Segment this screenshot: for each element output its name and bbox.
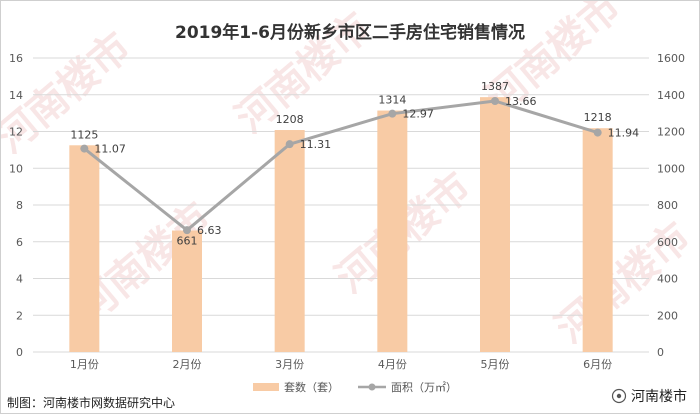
y-right-tick-label: 200 xyxy=(657,309,678,322)
chart-title: 2019年1-6月份新乡市区二手房住宅销售情况 xyxy=(175,22,525,43)
bar-value-label: 1387 xyxy=(481,80,509,93)
line-value-label: 11.07 xyxy=(94,143,126,156)
line-value-label: 11.94 xyxy=(608,127,640,140)
y-right-tick-label: 600 xyxy=(657,236,678,249)
y-right-tick-label: 400 xyxy=(657,273,678,286)
line-value-label: 13.66 xyxy=(505,95,537,108)
wechat-icon xyxy=(611,388,627,404)
bar xyxy=(480,97,510,352)
line-series xyxy=(80,96,602,235)
y-right-tick-label: 800 xyxy=(657,199,678,212)
line-point xyxy=(80,144,89,153)
line-point xyxy=(285,140,294,149)
y-left-tick-label: 2 xyxy=(16,309,23,322)
legend-bar-swatch xyxy=(253,383,279,391)
bar-value-label: 1314 xyxy=(378,94,406,107)
line-value-label: 11.31 xyxy=(300,138,332,151)
bar xyxy=(172,230,202,352)
legend-bar-label: 套数（套） xyxy=(284,381,339,394)
bar-value-label: 1208 xyxy=(276,113,304,126)
y-right-tick-label: 1000 xyxy=(657,162,685,175)
chart-credit: 制图：河南楼市网数据研究中心 xyxy=(7,396,176,410)
bar-series xyxy=(69,97,613,353)
y-right-tick-label: 1600 xyxy=(657,52,685,65)
line-value-label: 6.63 xyxy=(197,224,222,237)
line-value-label: 12.97 xyxy=(402,108,434,121)
y-left-tick-label: 4 xyxy=(16,273,23,286)
bar xyxy=(582,128,613,352)
x-tick-label: 1月份 xyxy=(70,358,99,371)
line-point xyxy=(593,128,602,137)
legend-line-marker xyxy=(368,383,376,391)
y-right-tick-label: 0 xyxy=(657,346,664,359)
data-labels: 1125 661 1208 1314 1387 1218 11.07 6.63 11.31 12.… xyxy=(70,80,639,247)
line-point xyxy=(491,96,499,105)
y-left-tick-label: 14 xyxy=(9,89,23,102)
y-left-tick-label: 6 xyxy=(16,236,23,249)
x-tick-label: 3月份 xyxy=(275,358,304,371)
y-right-tick-label: 1400 xyxy=(657,89,685,102)
bar-value-label: 1218 xyxy=(584,111,612,124)
grid xyxy=(33,57,649,353)
y-left-tick-label: 16 xyxy=(9,52,23,65)
line-point xyxy=(388,109,397,118)
y-left-tick-label: 10 xyxy=(9,162,23,175)
bar-value-label: 661 xyxy=(177,235,198,248)
x-tick-label: 6月份 xyxy=(583,358,612,371)
line-point xyxy=(183,226,191,235)
series-line xyxy=(83,99,599,232)
legend: 套数（套） 面积（万㎡） xyxy=(253,381,457,394)
brand: 河南楼市 xyxy=(611,386,687,406)
x-tick-label: 2月份 xyxy=(173,358,202,371)
legend-line-label: 面积（万㎡） xyxy=(391,381,457,394)
y-left-tick-label: 8 xyxy=(16,199,23,212)
bar xyxy=(274,130,305,352)
bar xyxy=(69,145,100,352)
y-right-tick-label: 1200 xyxy=(657,126,685,139)
x-tick-label: 4月份 xyxy=(378,358,407,371)
axes: 0 0 2 200 4 400 6 600 8 800 10 1000 12 1200 14 1400 16 16… xyxy=(9,52,685,371)
y-left-tick-label: 12 xyxy=(9,126,23,139)
bar-value-label: 1125 xyxy=(70,128,98,141)
y-left-tick-label: 0 xyxy=(16,346,23,359)
bar xyxy=(377,110,408,353)
brand-name: 河南楼市 xyxy=(631,389,687,405)
x-tick-label: 5月份 xyxy=(481,358,510,371)
